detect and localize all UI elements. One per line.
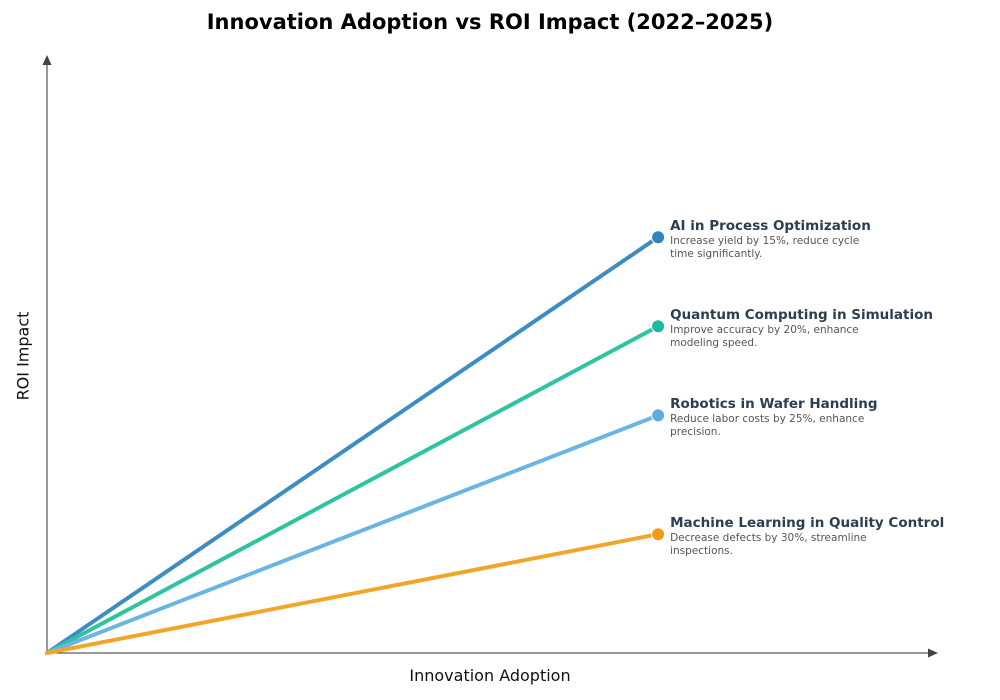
- series-description: Increase yield by 15%, reduce cycle time…: [670, 235, 860, 261]
- series-description: Improve accuracy by 20%, enhance modelin…: [670, 324, 859, 350]
- series-endpoint: [651, 408, 666, 423]
- series-label: Quantum Computing in Simulation: [670, 307, 933, 324]
- series-annotation: AI in Process Optimization Increase yield…: [670, 218, 970, 261]
- series-annotation: Machine Learning in Quality Control Decre…: [670, 515, 970, 558]
- y-axis-arrow: [42, 55, 52, 65]
- series-description: Decrease defects by 30%, streamline insp…: [670, 532, 867, 558]
- series-endpoint: [651, 230, 666, 245]
- series-label: Robotics in Wafer Handling: [670, 396, 878, 413]
- series-endpoint: [651, 319, 666, 334]
- chart-title: Innovation Adoption vs ROI Impact (2022–…: [206, 10, 774, 34]
- series-line: [45, 235, 661, 655]
- series-annotation: Quantum Computing in Simulation Improve a…: [670, 307, 970, 350]
- series-line: [45, 532, 661, 655]
- x-axis-label: Innovation Adoption: [409, 666, 571, 685]
- series-line: [45, 324, 661, 655]
- series-line: [45, 413, 661, 655]
- x-axis-arrow: [928, 648, 938, 658]
- series-endpoint: [651, 527, 666, 542]
- y-axis-label: ROI Impact: [13, 311, 33, 401]
- series-description: Reduce labor costs by 25%, enhance preci…: [670, 413, 865, 439]
- series-label: Machine Learning in Quality Control: [670, 515, 945, 532]
- series-label: AI in Process Optimization: [670, 218, 871, 235]
- series-annotation: Robotics in Wafer Handling Reduce labor c…: [670, 396, 970, 439]
